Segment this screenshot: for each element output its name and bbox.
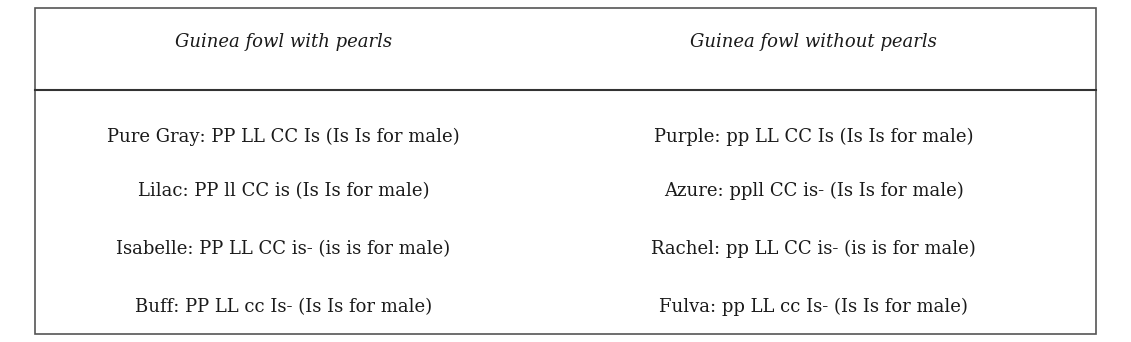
Text: Buff: PP LL cc Is- (Is Is for male): Buff: PP LL cc Is- (Is Is for male) (135, 298, 432, 316)
Text: Rachel: pp LL CC is- (is is for male): Rachel: pp LL CC is- (is is for male) (651, 240, 976, 258)
Text: Purple: pp LL CC Is (Is Is for male): Purple: pp LL CC Is (Is Is for male) (654, 128, 974, 146)
Text: Guinea fowl without pearls: Guinea fowl without pearls (690, 33, 938, 51)
Text: Azure: ppll CC is- (Is Is for male): Azure: ppll CC is- (Is Is for male) (664, 182, 964, 200)
Text: Isabelle: PP LL CC is- (is is for male): Isabelle: PP LL CC is- (is is for male) (116, 240, 450, 258)
Text: Fulva: pp LL cc Is- (Is Is for male): Fulva: pp LL cc Is- (Is Is for male) (659, 298, 968, 316)
Text: Lilac: PP ll CC is (Is Is for male): Lilac: PP ll CC is (Is Is for male) (138, 182, 429, 200)
Text: Pure Gray: PP LL CC Is (Is Is for male): Pure Gray: PP LL CC Is (Is Is for male) (107, 128, 460, 146)
Text: Guinea fowl with pearls: Guinea fowl with pearls (175, 33, 392, 51)
